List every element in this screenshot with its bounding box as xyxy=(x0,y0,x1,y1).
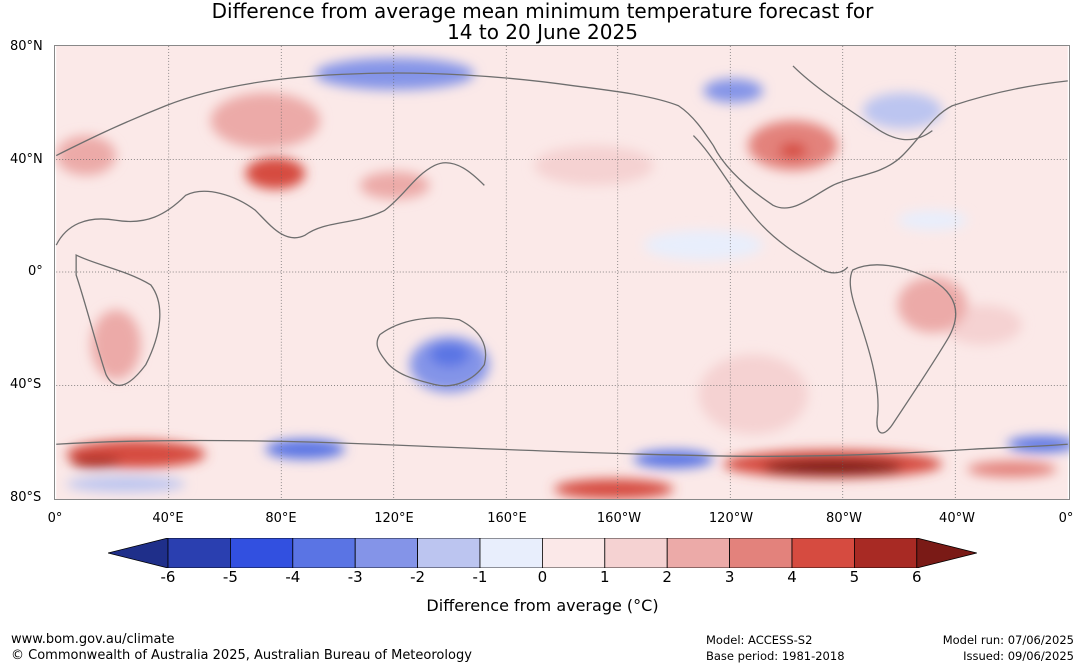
colorbar-tick-label: 3 xyxy=(724,568,735,586)
lon-label-160w: 160°W xyxy=(596,511,642,526)
colorbar-tick-label: 5 xyxy=(849,568,860,586)
colorbar-tick-label: 2 xyxy=(662,568,672,586)
colorbar-tick-label: -4 xyxy=(285,568,301,586)
map-title-line-2: 14 to 20 June 2025 xyxy=(447,20,638,44)
colorbar-tick-label: -6 xyxy=(160,568,176,586)
anomaly-fields xyxy=(56,57,1069,499)
colorbar-segment xyxy=(417,538,481,568)
footer-model-run: Model run: 07/06/2025 xyxy=(942,633,1074,647)
colorbar-segment xyxy=(541,538,606,568)
temperature-anomaly-map xyxy=(54,45,1070,500)
colorbar-tick-label: 6 xyxy=(912,568,922,586)
colorbar-segment xyxy=(604,538,668,568)
colorbar-segment xyxy=(479,538,543,568)
lon-label-80w: 80°W xyxy=(826,511,862,526)
footer-copyright: © Commonwealth of Australia 2025, Austra… xyxy=(11,648,472,663)
lat-label-40n: 40°N xyxy=(10,152,43,167)
footer-url: www.bom.gov.au/climate xyxy=(11,632,175,647)
colorbar-label: Difference from average (°C) xyxy=(426,596,659,615)
colorbar-arrow-low xyxy=(108,538,169,568)
colorbar-segment xyxy=(230,538,294,568)
coastlines xyxy=(55,65,1068,458)
lat-label-40s: 40°S xyxy=(10,377,42,392)
colorbar-segment xyxy=(354,538,418,568)
lon-label-40w: 40°W xyxy=(939,511,975,526)
colorbar-tick-label: -1 xyxy=(472,568,488,586)
lat-label-equator: 0° xyxy=(28,264,43,279)
colorbar-tick-label: -5 xyxy=(222,568,238,586)
colorbar-tick-label: -2 xyxy=(410,568,426,586)
colorbar-segment xyxy=(791,538,855,568)
lon-label-0-right: 0° xyxy=(1058,511,1074,526)
colorbar-segment xyxy=(292,538,356,568)
footer-issued: Issued: 09/06/2025 xyxy=(963,649,1074,663)
colorbar-arrow-high xyxy=(916,538,977,568)
graticule xyxy=(56,46,1068,499)
lon-label-0-left: 0° xyxy=(47,511,63,526)
colorbar-segment xyxy=(167,538,231,568)
colorbar-tick-label: 0 xyxy=(537,568,548,586)
footer-model: Model: ACCESS-S2 xyxy=(706,633,813,647)
lon-label-120w: 120°W xyxy=(708,511,754,526)
colorbar-segment xyxy=(854,538,918,568)
lon-label-160e: 160°E xyxy=(487,511,527,526)
lat-label-80s: 80°S xyxy=(10,490,42,505)
colorbar-tick-label: 1 xyxy=(600,568,610,586)
footer-base-period: Base period: 1981-2018 xyxy=(706,649,845,663)
colorbar xyxy=(108,538,977,568)
lon-label-120e: 120°E xyxy=(374,511,414,526)
colorbar-segment xyxy=(666,538,731,568)
lat-label-80n: 80°N xyxy=(10,39,43,54)
lon-label-40e: 40°E xyxy=(152,511,184,526)
colorbar-tick-label: 4 xyxy=(787,568,797,586)
colorbar-segment xyxy=(729,538,793,568)
colorbar-tick-label: -3 xyxy=(347,568,363,586)
map-title-line-1: Difference from average mean minimum tem… xyxy=(211,0,874,23)
lon-label-80e: 80°E xyxy=(265,511,297,526)
